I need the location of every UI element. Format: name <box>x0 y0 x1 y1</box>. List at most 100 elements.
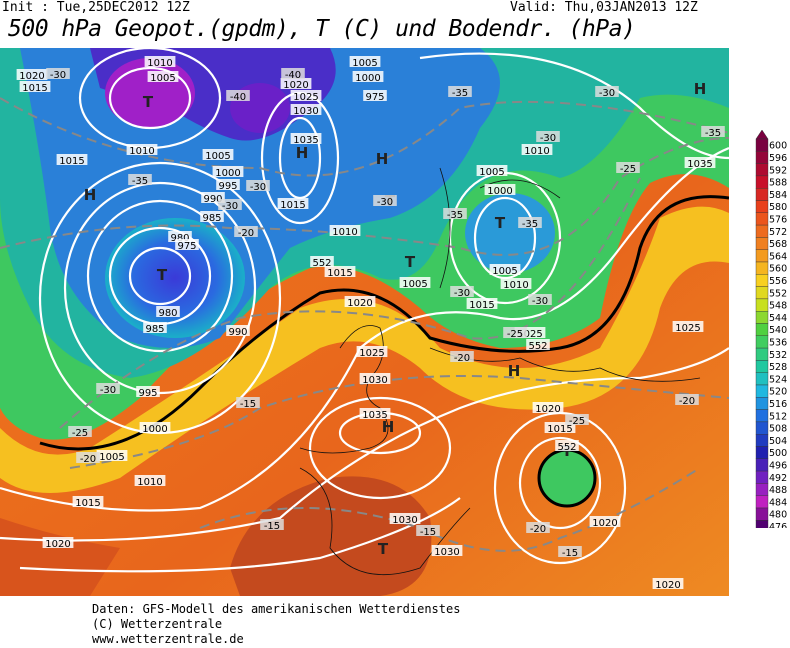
isobar-label: 1000 <box>215 168 240 179</box>
color-label: 496 <box>769 460 787 471</box>
label-box <box>518 217 542 228</box>
color-swatch <box>755 421 769 435</box>
isobar-label: 1005 <box>492 266 517 277</box>
temperature-label: -30 <box>540 133 556 144</box>
label-box <box>56 154 88 165</box>
color-label: 528 <box>769 362 787 373</box>
temperature-label: -25 <box>569 416 585 427</box>
isobar-label: 1005 <box>99 452 124 463</box>
label-box <box>19 81 51 92</box>
height-label: 990 <box>203 194 222 205</box>
height-label: 552 <box>557 442 576 453</box>
pressure-center: H <box>376 150 389 168</box>
label-box <box>536 131 560 142</box>
label-box <box>701 126 725 137</box>
isobar-label: 1005 <box>352 58 377 69</box>
label-box <box>359 373 391 384</box>
label-box <box>290 133 322 144</box>
color-label: 480 <box>769 510 787 521</box>
isobar-label: 1010 <box>524 146 549 157</box>
color-label: 488 <box>769 485 787 496</box>
temperature-label: -25 <box>620 164 636 175</box>
label-box <box>236 397 260 408</box>
isobar-label: 1010 <box>147 58 172 69</box>
pressure-center: T <box>378 540 389 558</box>
line-552 <box>39 195 729 451</box>
color-swatch <box>755 335 769 349</box>
label-box <box>448 86 472 97</box>
height-label: 980 <box>170 233 189 244</box>
label-box <box>76 452 100 463</box>
color-label: 524 <box>769 374 787 385</box>
color-swatch <box>755 188 769 201</box>
height-label: 552 <box>528 341 547 352</box>
label-box <box>652 578 684 589</box>
temperature-label: -35 <box>522 219 538 230</box>
pressure-center: T <box>157 266 168 284</box>
label-box <box>147 71 179 82</box>
height-label: 985 <box>202 213 221 224</box>
label-box <box>675 394 699 405</box>
footer-line: www.wetterzentrale.de <box>92 632 244 646</box>
isobar-label: 1005 <box>205 151 230 162</box>
isobar-label: 1020 <box>45 539 70 550</box>
temperature-label: -25 <box>72 428 88 439</box>
color-swatch <box>755 483 769 496</box>
label-box <box>359 408 391 419</box>
height-label: 980 <box>158 308 177 319</box>
label-box <box>136 386 160 397</box>
color-label: 552 <box>769 288 787 299</box>
color-label: 548 <box>769 301 787 312</box>
footer: Daten: GFS-Modell des amerikanischen Wet… <box>92 602 460 647</box>
color-label: 556 <box>769 276 787 287</box>
height-label: 975 <box>177 241 196 252</box>
temperature-label: -20 <box>238 228 254 239</box>
label-box <box>260 519 284 530</box>
label-box <box>528 294 552 305</box>
color-swatch <box>755 372 769 386</box>
temperature-label: -20 <box>530 524 546 535</box>
color-swatch <box>755 520 769 528</box>
cold-pool <box>465 193 555 273</box>
temperature-label: -30 <box>454 288 470 299</box>
isobar-label: 1035 <box>362 410 387 421</box>
label-box <box>46 68 70 79</box>
isobar-label: 1005 <box>150 73 175 84</box>
label-box <box>212 166 244 177</box>
temperature-label: -20 <box>80 454 96 465</box>
label-box <box>466 298 498 309</box>
isobar-label: 1025 <box>293 92 318 103</box>
color-swatch <box>755 446 769 460</box>
label-box <box>72 496 104 507</box>
isobar-label: 1020 <box>535 404 560 415</box>
temperature-label: -35 <box>132 176 148 187</box>
temperature-label: -30 <box>50 70 66 81</box>
height-label: 995 <box>218 181 237 192</box>
label-box <box>168 231 192 242</box>
coastlines <box>299 167 701 576</box>
warm-area <box>0 518 120 596</box>
label-box <box>226 90 250 101</box>
label-box <box>201 192 225 203</box>
label-box <box>139 422 171 433</box>
label-box <box>126 144 158 155</box>
color-swatch <box>755 458 769 472</box>
isobar-label: 1000 <box>355 73 380 84</box>
height-label: 985 <box>145 324 164 335</box>
color-swatch <box>755 298 769 312</box>
color-swatch <box>755 163 769 177</box>
label-box <box>175 239 199 250</box>
color-label: 580 <box>769 202 787 213</box>
pressure-center: H <box>84 186 97 204</box>
label-box <box>595 86 619 97</box>
isobar-label: 1005 <box>479 167 504 178</box>
isobar-label: 1010 <box>332 227 357 238</box>
label-box <box>226 325 250 336</box>
isobar-label: 1015 <box>22 83 47 94</box>
label-box <box>363 90 387 101</box>
label-box <box>443 208 467 219</box>
temperature-label: -40 <box>230 92 246 103</box>
temperature-label: -30 <box>532 296 548 307</box>
